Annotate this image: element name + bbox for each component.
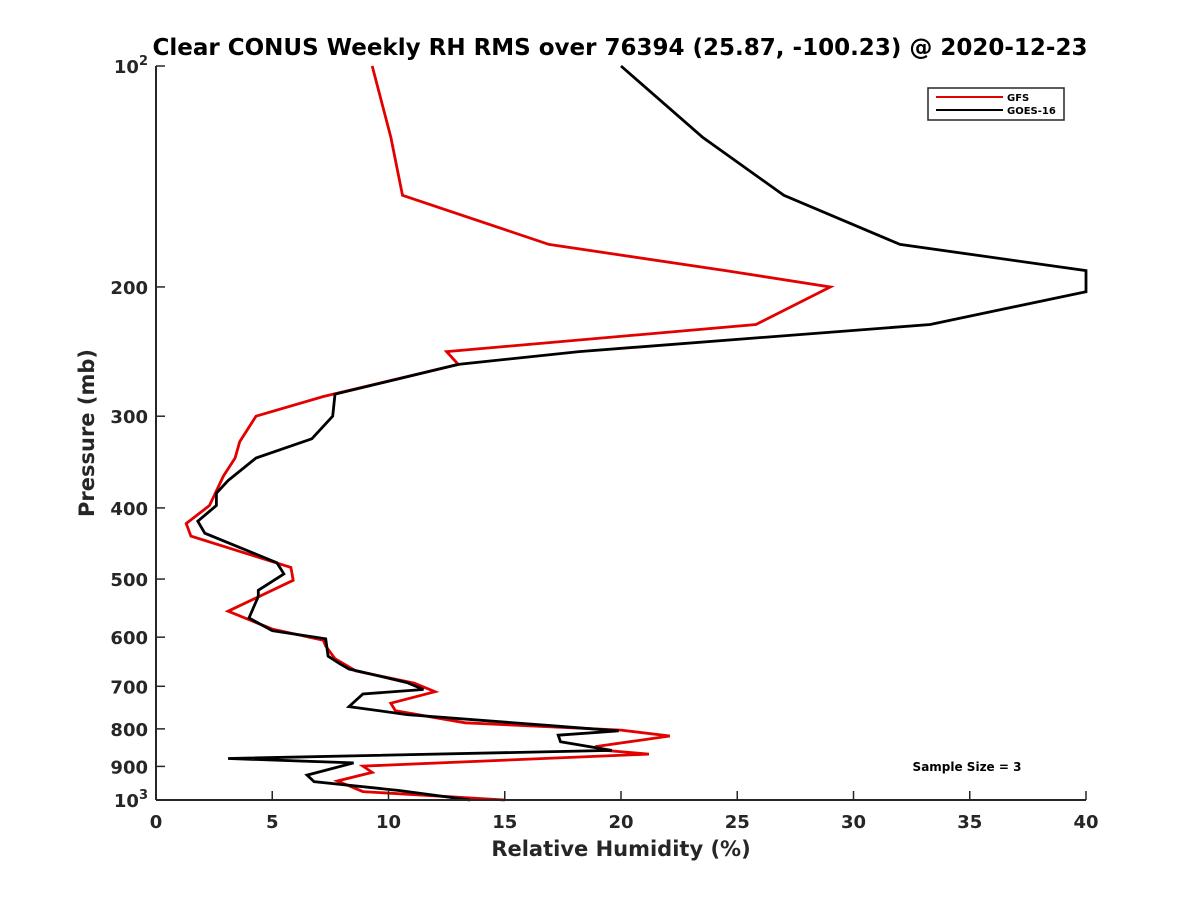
x-tick-label: 10 xyxy=(376,812,401,833)
y-tick-label: 900 xyxy=(110,757,148,778)
series-line-goes-16 xyxy=(195,64,1088,802)
x-axis-label: Relative Humidity (%) xyxy=(491,837,750,861)
x-tick-label: 20 xyxy=(608,812,633,833)
y-tick-label: 400 xyxy=(110,499,148,520)
y-tick-label: 800 xyxy=(110,720,148,741)
x-tick-label: 0 xyxy=(150,812,163,833)
chart-title: Clear CONUS Weekly RH RMS over 76394 (25… xyxy=(153,35,1088,61)
x-axis-ticks: 0 5 10 15 20 25 30 35 40 xyxy=(150,791,1099,833)
x-tick-label: 5 xyxy=(266,812,279,833)
sample-size-annotation: Sample Size = 3 xyxy=(913,760,1022,774)
y-tick-label: 102 xyxy=(114,54,148,78)
legend: GFS GOES-16 xyxy=(927,87,1065,121)
y-tick-label: 500 xyxy=(110,570,148,591)
legend-label-goes-16: GOES-16 xyxy=(1007,106,1056,117)
x-tick-label: 25 xyxy=(725,812,750,833)
x-tick-label: 35 xyxy=(957,812,982,833)
y-tick-label: 600 xyxy=(110,628,148,649)
y-axis-ticks: 102 200 300 400 500 600 700 800 900 103 xyxy=(110,54,165,812)
y-tick-label: 103 xyxy=(114,788,148,812)
plot-area-frame xyxy=(156,66,1086,800)
y-tick-label: 700 xyxy=(110,677,148,698)
y-axis-label: Pressure (mb) xyxy=(75,349,99,517)
series-layer xyxy=(184,64,1088,802)
x-tick-label: 40 xyxy=(1073,812,1098,833)
x-tick-label: 30 xyxy=(841,812,866,833)
legend-box xyxy=(927,87,1065,121)
x-tick-label: 15 xyxy=(492,812,517,833)
y-tick-label: 200 xyxy=(110,278,148,299)
legend-label-gfs: GFS xyxy=(1007,93,1029,104)
y-tick-label: 300 xyxy=(110,407,148,428)
